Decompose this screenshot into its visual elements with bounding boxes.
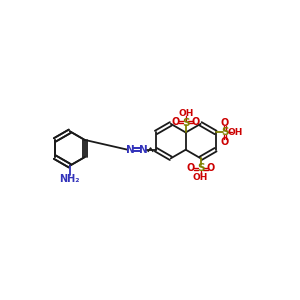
- Text: N: N: [126, 145, 135, 155]
- Text: O: O: [172, 117, 180, 128]
- Text: NH₂: NH₂: [59, 174, 80, 184]
- Text: S: S: [221, 128, 229, 137]
- Text: O: O: [186, 164, 195, 173]
- Text: O: O: [207, 164, 215, 173]
- Text: O: O: [221, 118, 229, 128]
- Text: OH: OH: [193, 173, 208, 182]
- Text: O: O: [192, 117, 200, 128]
- Text: N: N: [139, 145, 148, 155]
- Text: S: S: [182, 118, 190, 128]
- Text: S: S: [197, 163, 204, 173]
- Text: OH: OH: [227, 128, 243, 137]
- Text: O: O: [221, 137, 229, 147]
- Text: OH: OH: [178, 109, 194, 118]
